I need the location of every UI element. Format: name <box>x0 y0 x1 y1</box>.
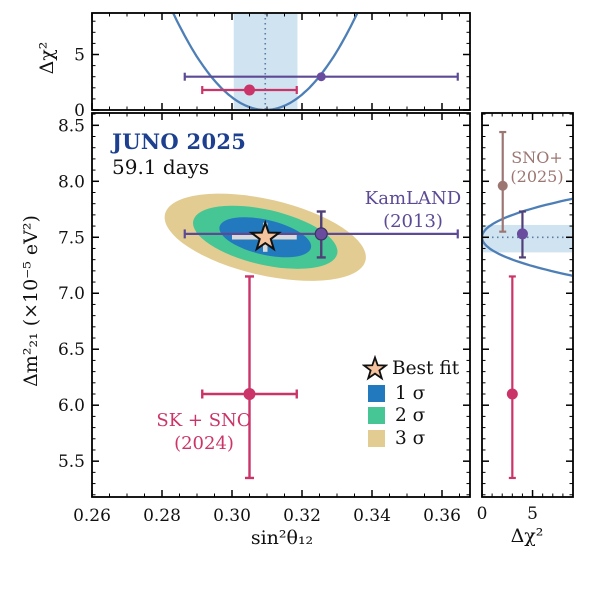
chi2-profile-curve-top <box>172 14 359 109</box>
legend-2sigma-label: 2 σ <box>395 405 426 427</box>
sk-sno-point-top <box>244 84 255 96</box>
best-fit-star-icon <box>362 355 388 381</box>
legend-best-fit-label: Best fit <box>392 358 460 379</box>
experiment-title: JUNO 2025 <box>112 129 247 154</box>
best-fit-star-marker <box>248 219 282 252</box>
x-tick-label: 0.34 <box>353 506 391 526</box>
y-tick-label: 6.0 <box>58 396 85 416</box>
legend-2sigma-row: 2 σ <box>362 405 459 428</box>
main-panel-border <box>91 112 471 498</box>
y-tick-label: 6.5 <box>58 340 85 360</box>
kamland-name: KamLAND <box>364 188 462 209</box>
y-tick-label: 5.5 <box>58 452 85 472</box>
x-tick-label: 0.28 <box>143 506 181 526</box>
legend-best-fit-row: Best fit <box>362 355 459 382</box>
y-tick-label: 7.0 <box>58 284 85 304</box>
sno-plus-year: (2025) <box>510 167 564 186</box>
one-sigma-band-top <box>233 14 298 109</box>
kamland-point-top <box>316 72 326 82</box>
sk-sno-point-main <box>243 388 256 401</box>
legend-3sigma-label: 3 σ <box>395 427 426 449</box>
x-tick-label: 0.32 <box>283 506 321 526</box>
top-chi2-tick-label: 5 <box>74 46 85 66</box>
kamland-label: KamLAND (2013) <box>365 187 461 233</box>
top-panel-chi2-label: Δχ² <box>36 41 58 75</box>
sigma1-swatch-icon <box>368 384 385 402</box>
sno-plus-name: SNO+ <box>511 148 563 167</box>
top-chi2-tick-label: 0 <box>74 101 85 121</box>
legend: Best fit 1 σ 2 σ 3 σ <box>362 355 459 450</box>
top-panel-border <box>91 12 471 111</box>
x-axis-label: sin²θ₁₂ <box>250 527 314 549</box>
sk-sno-label: SK + SNO (2024) <box>156 409 251 455</box>
right-chi2-tick-label: 5 <box>527 504 538 524</box>
chi2-profile-curve-right <box>483 197 572 277</box>
kamland-point-main <box>314 227 328 241</box>
y-axis-label: Δm²₂₁ (×10⁻⁵ eV²) <box>20 215 42 387</box>
sno-plus-label: SNO+ (2025) <box>510 148 563 186</box>
y-tick-label: 8.5 <box>58 116 85 136</box>
sk-sno-name: SK + SNO <box>156 410 252 431</box>
y-tick-label: 7.5 <box>58 228 85 248</box>
x-tick-label: 0.26 <box>73 506 111 526</box>
x-tick-label: 0.30 <box>213 506 251 526</box>
legend-3sigma-row: 3 σ <box>362 427 459 450</box>
y-tick-label: 8.0 <box>58 172 85 192</box>
exposure-subtitle: 59.1 days <box>112 155 210 179</box>
one-sigma-band-right <box>483 224 572 253</box>
x-tick-label: 0.36 <box>423 506 461 526</box>
sno-plus-point-right <box>497 180 508 191</box>
right-panel-border <box>481 112 574 498</box>
sk-sno-point-right <box>506 388 518 400</box>
sigma2-swatch-icon <box>368 407 385 425</box>
legend-1sigma-label: 1 σ <box>395 382 426 404</box>
kamland-point-right <box>516 228 528 240</box>
right-chi2-tick-label: 0 <box>477 504 488 524</box>
sk-sno-year: (2024) <box>174 433 234 454</box>
sigma3-swatch-icon <box>368 429 385 447</box>
kamland-year: (2013) <box>383 211 443 232</box>
right-panel-chi2-label: Δχ² <box>510 525 544 547</box>
legend-1sigma-row: 1 σ <box>362 382 459 405</box>
